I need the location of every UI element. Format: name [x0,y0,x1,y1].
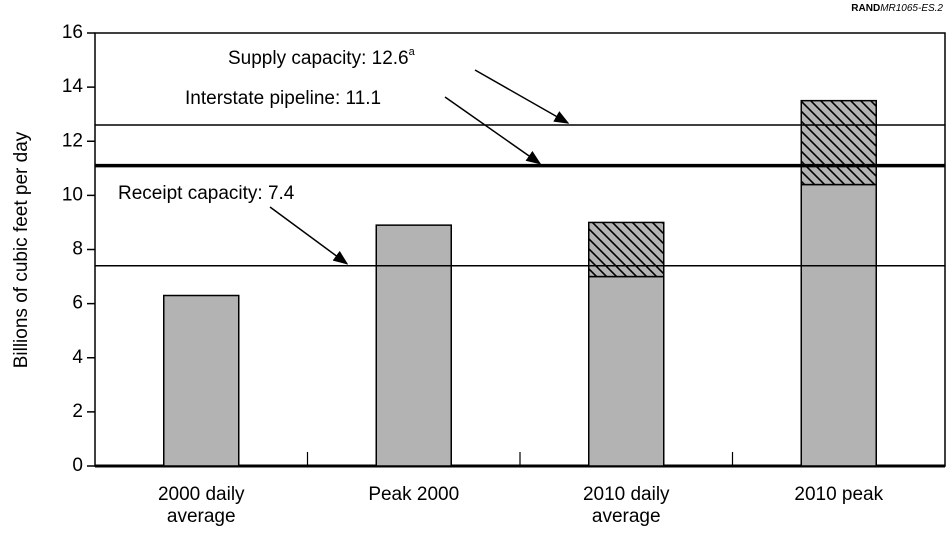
x-tick-label: 2010 daily average [582,484,670,527]
annotation-arrow [444,96,542,165]
source-org: RAND [851,3,881,14]
x-tick-label: 2010 peak [794,484,884,505]
y-tick-label: 4 [72,347,83,368]
bar-segment [588,221,665,278]
y-tick-label: 2 [72,401,83,422]
reference-label: Receipt capacity: 7.4 [118,183,295,204]
y-tick-label: 0 [72,455,83,476]
annotation-arrow [269,206,349,265]
bar-segment [800,99,877,186]
source-id: MR1065-ES.2 [880,3,943,14]
bar-segment [800,183,877,467]
y-tick-label: 16 [62,22,83,43]
x-tick-label: Peak 2000 [368,484,460,505]
y-tick-label: 10 [62,184,83,205]
y-tick-label: 14 [62,76,84,97]
bar-segment [375,224,452,467]
reference-label-text: Receipt capacity: 7.4 [118,183,295,204]
y-tick-label: 6 [72,293,83,314]
reference-label-superscript: a [409,46,416,58]
annotation-arrow [474,69,570,124]
reference-label: Supply capacity: 12.6a [228,46,416,69]
x-tick-label: 2000 daily average [157,484,245,527]
source-note: RANDMR1065-ES.2 [851,3,943,14]
y-tick-label: 8 [72,239,83,260]
reference-label: Interstate pipeline: 11.1 [185,88,381,109]
bar-segment [588,275,665,467]
y-axis-label: Billions of cubic feet per day [11,131,32,368]
reference-label-text: Interstate pipeline: 11.1 [185,88,381,109]
bar-segment [163,294,240,467]
y-tick-label: 12 [62,130,83,151]
reference-label-text: Supply capacity: 12.6 [228,48,409,69]
